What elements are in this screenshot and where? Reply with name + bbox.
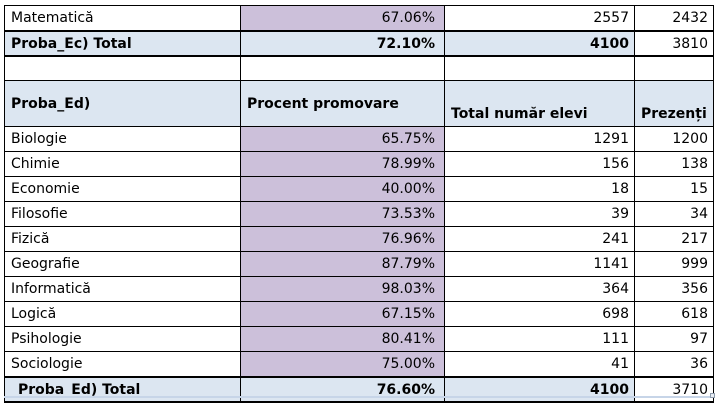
header-subject[interactable]: Proba_Ed): [4, 80, 241, 127]
subject-cell[interactable]: Proba_Ec) Total: [4, 30, 241, 57]
subject-cell[interactable]: Matematică: [4, 5, 241, 32]
subject-cell[interactable]: Biologie: [4, 126, 241, 152]
results-table: Matematică 67.06% 2557 2432 Proba_Ec) To…: [4, 5, 714, 403]
empty-cell[interactable]: [444, 55, 635, 81]
empty-cell[interactable]: [634, 55, 714, 81]
percent-cell[interactable]: 72.10%: [240, 30, 445, 57]
table-row: Sociologie 75.00% 41 36: [4, 351, 714, 378]
subject-cell[interactable]: Geografie: [4, 251, 241, 277]
table-row: Informatică 98.03% 364 356: [4, 276, 714, 302]
percent-cell[interactable]: 73.53%: [240, 201, 445, 227]
table-row: Economie 40.00% 18 15: [4, 176, 714, 202]
table-row-total-ed: Proba_Ed) Total 76.60% 4100 3710: [4, 376, 714, 403]
table-row: Chimie 78.99% 156 138: [4, 151, 714, 177]
subject-cell[interactable]: Logică: [4, 301, 241, 327]
percent-cell[interactable]: 76.96%: [240, 226, 445, 252]
total-cell[interactable]: 41: [444, 351, 635, 378]
percent-cell[interactable]: 78.99%: [240, 151, 445, 177]
present-cell[interactable]: 217: [634, 226, 714, 252]
present-cell[interactable]: 34: [634, 201, 714, 227]
subject-cell[interactable]: Filosofie: [4, 201, 241, 227]
table-row: Filosofie 73.53% 39 34: [4, 201, 714, 227]
empty-row: [4, 55, 714, 81]
total-cell[interactable]: 698: [444, 301, 635, 327]
subject-cell[interactable]: Psihologie: [4, 326, 241, 352]
present-cell[interactable]: 356: [634, 276, 714, 302]
percent-cell[interactable]: 75.00%: [240, 351, 445, 378]
fill-handle[interactable]: [710, 393, 715, 398]
subject-cell[interactable]: Proba_Ed) Total: [4, 376, 241, 403]
subject-cell[interactable]: Economie: [4, 176, 241, 202]
subject-cell[interactable]: Fizică: [4, 226, 241, 252]
present-cell[interactable]: 15: [634, 176, 714, 202]
total-cell[interactable]: 111: [444, 326, 635, 352]
header-percent[interactable]: Procent promovare: [240, 80, 445, 127]
table-row-total-ec: Proba_Ec) Total 72.10% 4100 3810: [4, 30, 714, 57]
present-cell[interactable]: 97: [634, 326, 714, 352]
subject-cell[interactable]: Chimie: [4, 151, 241, 177]
present-cell[interactable]: 2432: [634, 5, 714, 32]
total-cell[interactable]: 156: [444, 151, 635, 177]
table-row: Fizică 76.96% 241 217: [4, 226, 714, 252]
total-cell[interactable]: 364: [444, 276, 635, 302]
present-cell[interactable]: 618: [634, 301, 714, 327]
header-total[interactable]: Total număr elevi: [444, 80, 635, 127]
empty-cell[interactable]: [240, 55, 445, 81]
percent-cell[interactable]: 67.15%: [240, 301, 445, 327]
percent-cell[interactable]: 98.03%: [240, 276, 445, 302]
total-cell[interactable]: 18: [444, 176, 635, 202]
total-cell[interactable]: 241: [444, 226, 635, 252]
present-cell[interactable]: 999: [634, 251, 714, 277]
header-present[interactable]: Prezenți: [634, 80, 714, 127]
total-cell[interactable]: 39: [444, 201, 635, 227]
present-cell[interactable]: 36: [634, 351, 714, 378]
percent-cell[interactable]: 76.60%: [240, 376, 445, 403]
empty-cell[interactable]: [4, 55, 241, 81]
total-cell[interactable]: 4100: [444, 30, 635, 57]
table-row: Geografie 87.79% 1141 999: [4, 251, 714, 277]
subject-cell[interactable]: Informatică: [4, 276, 241, 302]
percent-cell[interactable]: 80.41%: [240, 326, 445, 352]
header-row: Proba_Ed) Procent promovare Total număr …: [4, 80, 714, 127]
table-row: Logică 67.15% 698 618: [4, 301, 714, 327]
table-row: Matematică 67.06% 2557 2432: [4, 5, 714, 32]
spreadsheet-table-region: Matematică 67.06% 2557 2432 Proba_Ec) To…: [4, 5, 714, 403]
table-row: Biologie 65.75% 1291 1200: [4, 126, 714, 152]
total-cell[interactable]: 1141: [444, 251, 635, 277]
subject-cell[interactable]: Sociologie: [4, 351, 241, 378]
percent-cell[interactable]: 65.75%: [240, 126, 445, 152]
total-cell[interactable]: 2557: [444, 5, 635, 32]
present-cell[interactable]: 1200: [634, 126, 714, 152]
total-cell[interactable]: 4100: [444, 376, 635, 403]
present-cell[interactable]: 3810: [634, 30, 714, 57]
percent-cell[interactable]: 87.79%: [240, 251, 445, 277]
table-row: Psihologie 80.41% 111 97: [4, 326, 714, 352]
total-cell[interactable]: 1291: [444, 126, 635, 152]
percent-cell[interactable]: 40.00%: [240, 176, 445, 202]
present-cell[interactable]: 138: [634, 151, 714, 177]
table-bottom-shadow: [4, 396, 713, 398]
present-cell[interactable]: 3710: [634, 376, 714, 403]
percent-cell[interactable]: 67.06%: [240, 5, 445, 32]
